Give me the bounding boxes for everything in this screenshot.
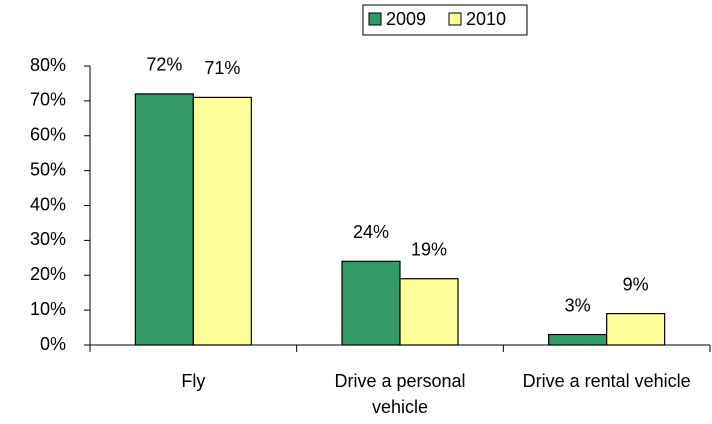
legend-label: 2010	[466, 9, 506, 29]
data-label: 3%	[565, 295, 591, 315]
data-label: 72%	[146, 55, 182, 75]
y-tick-label: 60%	[30, 125, 66, 145]
y-tick-label: 40%	[30, 194, 66, 214]
bar	[399, 278, 459, 346]
y-tick-label: 80%	[30, 55, 66, 75]
y-tick-label: 50%	[30, 159, 66, 179]
legend-box	[362, 4, 528, 36]
data-label: 19%	[411, 239, 447, 259]
x-tick-label: Drive a rental vehicle	[522, 371, 691, 391]
bar	[606, 313, 666, 346]
bar	[341, 260, 401, 346]
x-tick-label: Fly	[181, 371, 206, 391]
y-tick-label: 70%	[30, 90, 66, 110]
bar	[134, 93, 194, 346]
bar	[548, 333, 608, 346]
x-tick-label: Drive a personal vehicle	[334, 371, 466, 417]
bar	[192, 96, 252, 346]
data-label: 9%	[623, 274, 649, 294]
data-label: 71%	[204, 58, 240, 78]
data-label: 24%	[353, 222, 389, 242]
legend-swatch	[448, 12, 462, 26]
y-tick-label: 0%	[40, 334, 66, 354]
legend-swatch	[368, 12, 382, 26]
y-tick-label: 10%	[30, 299, 66, 319]
y-tick-label: 30%	[30, 229, 66, 249]
legend-label: 2009	[386, 9, 426, 29]
y-tick-label: 20%	[30, 264, 66, 284]
